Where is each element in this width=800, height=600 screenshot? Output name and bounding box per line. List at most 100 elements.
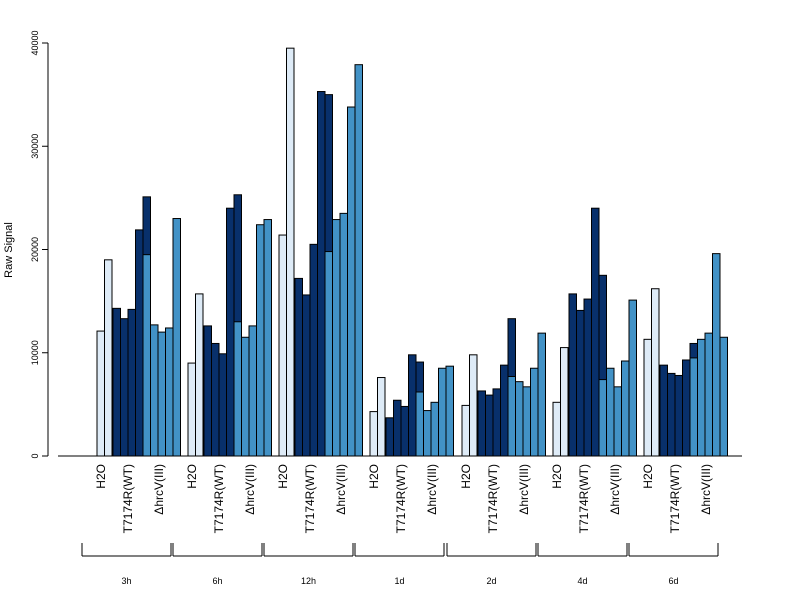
- bar: [712, 253, 721, 457]
- condition-label: ΔhrcV(III): [517, 464, 531, 515]
- condition-label: H2O: [367, 464, 381, 489]
- bar: [689, 357, 698, 457]
- time-label: 12h: [301, 576, 316, 586]
- bar: [598, 379, 607, 457]
- bar: [552, 401, 561, 457]
- bar: [233, 321, 242, 457]
- y-tick-label: 40000: [30, 30, 40, 55]
- bar: [150, 324, 159, 457]
- bar: [591, 207, 600, 457]
- time-label: 4d: [577, 576, 587, 586]
- bar: [667, 372, 676, 457]
- time-label: 6h: [212, 576, 222, 586]
- bar: [165, 327, 174, 457]
- condition-labels: H2O T7174R(WT) ΔhrcV(III) H2O T7174R(WT) Δhrc…: [94, 464, 713, 533]
- bar: [469, 354, 478, 457]
- bar: [104, 259, 113, 457]
- bar: [211, 342, 220, 457]
- bar: [507, 375, 516, 457]
- bar: [400, 405, 409, 457]
- bar: [500, 364, 509, 457]
- condition-label: ΔhrcV(III): [425, 464, 439, 515]
- bar: [302, 294, 311, 457]
- condition-label: T7174R(WT): [668, 464, 682, 533]
- condition-label: T7174R(WT): [394, 464, 408, 533]
- time-label: 6d: [668, 576, 678, 586]
- bar: [157, 331, 166, 457]
- bar: [423, 410, 432, 457]
- bar: [674, 374, 683, 457]
- y-tick-label: 10000: [30, 340, 40, 365]
- bar: [317, 91, 326, 457]
- bar: [530, 367, 539, 457]
- bar: [492, 388, 501, 457]
- bar: [347, 106, 356, 457]
- condition-label: H2O: [94, 464, 108, 489]
- bar: [324, 251, 333, 457]
- bar: [408, 354, 417, 457]
- bar: [537, 332, 546, 457]
- bar: [576, 309, 585, 457]
- condition-label: H2O: [459, 464, 473, 489]
- bar: [332, 219, 341, 457]
- bar: [241, 336, 250, 457]
- condition-label: T7174R(WT): [303, 464, 317, 533]
- bar: [309, 243, 318, 457]
- bar: [195, 293, 204, 457]
- bar: [485, 394, 494, 457]
- condition-label: T7174R(WT): [577, 464, 591, 533]
- y-tick-label: 30000: [30, 134, 40, 159]
- bar: [560, 347, 569, 457]
- bar: [628, 299, 637, 457]
- bar: [515, 381, 524, 457]
- time-brackets: 3h 6h 12h 1d 2d 4d 6d: [81, 543, 719, 586]
- bar: [477, 390, 486, 457]
- time-label: 3h: [121, 576, 131, 586]
- condition-label: H2O: [641, 464, 655, 489]
- bar: [218, 353, 227, 457]
- condition-label: T7174R(WT): [212, 464, 226, 533]
- bar: [430, 401, 439, 457]
- bar: [659, 364, 668, 457]
- condition-label: H2O: [185, 464, 199, 489]
- bar: [142, 254, 151, 457]
- bar: [682, 359, 691, 457]
- bar: [704, 332, 713, 457]
- bar: [248, 325, 257, 457]
- bar: [256, 224, 265, 457]
- bar: [187, 362, 196, 457]
- y-tick-label: 20000: [30, 237, 40, 262]
- bar: [294, 277, 303, 457]
- bar: [226, 207, 235, 457]
- bar: [127, 308, 136, 457]
- bar: [172, 218, 181, 457]
- bar: [120, 318, 129, 457]
- bar: [96, 330, 105, 457]
- bar: [385, 417, 394, 457]
- bar: [445, 365, 454, 457]
- bar: [461, 404, 470, 457]
- bar: [613, 386, 622, 457]
- bar: [522, 386, 531, 457]
- bar: [369, 411, 378, 457]
- bar: [651, 288, 660, 457]
- bar: [203, 325, 212, 457]
- bar: [286, 47, 295, 457]
- bar: [135, 229, 144, 457]
- bars: [96, 47, 728, 457]
- bar: [568, 293, 577, 457]
- bar: [621, 360, 630, 457]
- condition-label: H2O: [550, 464, 564, 489]
- condition-label: H2O: [276, 464, 290, 489]
- bar: [112, 307, 121, 457]
- bar: [354, 64, 363, 457]
- condition-label: T7174R(WT): [121, 464, 135, 533]
- condition-label: ΔhrcV(III): [334, 464, 348, 515]
- bar: [377, 377, 386, 457]
- bar: [415, 391, 424, 457]
- y-axis: 0 10000 20000 30000 40000: [30, 30, 49, 459]
- condition-label: ΔhrcV(III): [608, 464, 622, 515]
- y-axis-label: Raw Signal: [3, 222, 15, 278]
- bar: [697, 338, 706, 457]
